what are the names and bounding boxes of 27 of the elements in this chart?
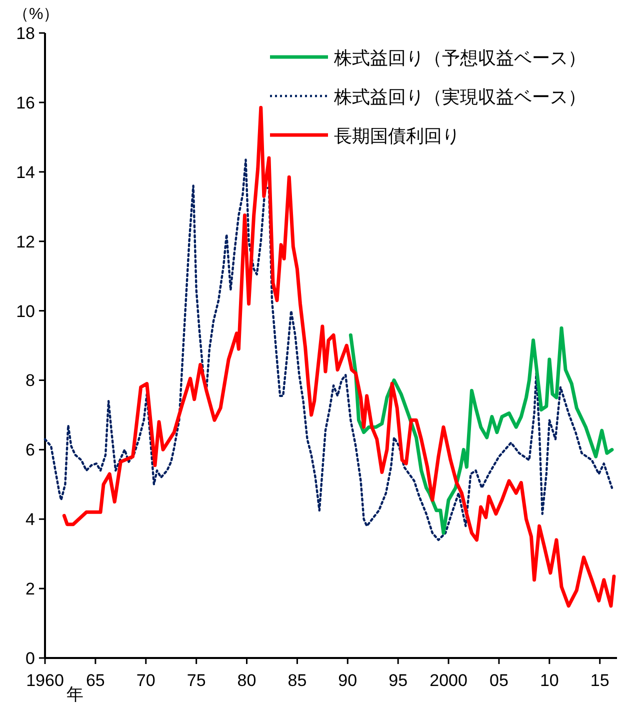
x-tick-label: 05 [490, 671, 508, 690]
x-tick-label: 70 [136, 671, 156, 690]
x-tick-label: 65 [86, 671, 105, 690]
y-axis-title: （%） [13, 6, 60, 23]
x-tick-label: 10 [540, 671, 559, 690]
legend-label: 株式益回り（予想収益ベース） [333, 48, 586, 68]
y-tick-label: 4 [26, 510, 35, 530]
x-tick-label: 2000 [430, 671, 468, 690]
y-tick-label: 18 [16, 24, 35, 43]
legend-label: 長期国債利回り [334, 126, 460, 146]
y-tick-label: 0 [26, 649, 35, 668]
x-axis-title: 年 [66, 685, 84, 704]
x-tick-label: 95 [388, 671, 408, 690]
x-tick-label: 1960 [26, 671, 64, 690]
x-tick-label: 85 [288, 671, 307, 690]
y-tick-label: 2 [26, 580, 35, 599]
y-tick-label: 12 [16, 232, 35, 252]
y-tick-label: 14 [16, 162, 35, 182]
y-tick-label: 16 [16, 93, 35, 112]
y-tick-label: 8 [26, 371, 35, 390]
y-tick-label: 6 [26, 440, 35, 460]
y-tick-label: 10 [16, 302, 35, 321]
x-tick-label: 15 [590, 671, 610, 690]
x-tick-label: 90 [338, 671, 358, 690]
x-tick-label: 75 [186, 671, 206, 690]
x-tick-label: 80 [237, 671, 256, 690]
legend-label: 株式益回り（実現収益ベース） [333, 87, 586, 107]
